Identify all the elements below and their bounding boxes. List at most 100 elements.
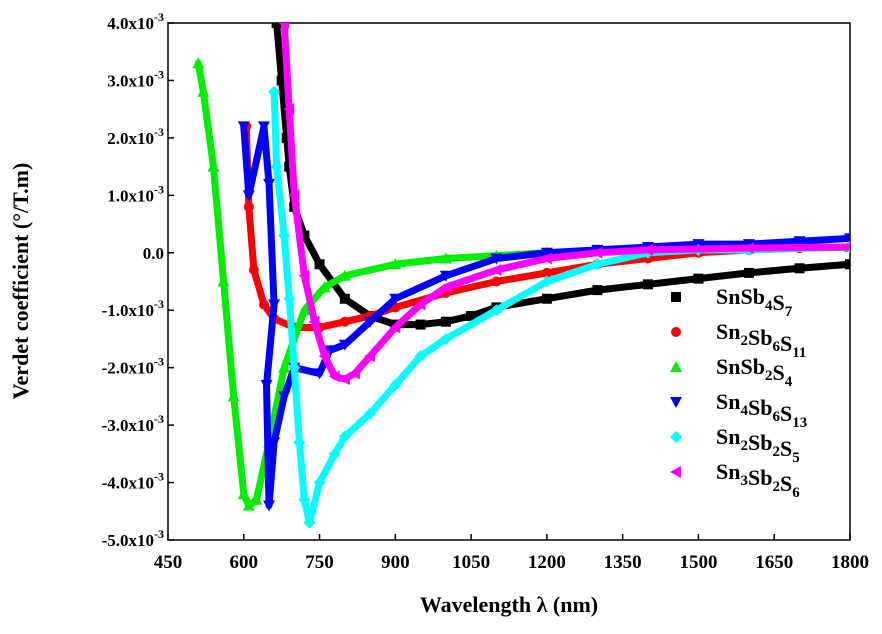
- data-point: [439, 252, 452, 264]
- y-tick-label: -5.0x10-3: [102, 527, 164, 550]
- x-tick-label: 1200: [528, 552, 566, 573]
- legend-marker: [671, 327, 681, 337]
- legend-label: Sn4Sb6S13: [716, 389, 807, 431]
- legend-marker: [670, 397, 682, 408]
- data-point: [314, 259, 325, 270]
- data-point: [742, 242, 754, 255]
- data-point: [490, 304, 503, 317]
- y-tick-label: -4.0x10-3: [102, 470, 164, 493]
- legend-label: Sn2Sb2S5: [716, 424, 800, 466]
- data-point: [257, 121, 270, 133]
- data-point: [323, 345, 336, 357]
- legend-marker: [670, 431, 682, 443]
- data-point: [217, 275, 230, 287]
- data-point: [348, 367, 360, 380]
- x-tick-label: 600: [230, 552, 259, 573]
- data-point: [338, 339, 351, 351]
- data-point: [227, 390, 240, 402]
- legend-marker: [670, 361, 682, 372]
- data-point: [414, 350, 427, 363]
- data-point: [281, 132, 292, 143]
- data-point: [268, 437, 281, 449]
- data-point: [389, 378, 402, 391]
- x-tick-label: 750: [305, 552, 334, 573]
- data-point: [313, 368, 326, 380]
- data-point: [268, 85, 281, 98]
- legend-label: Sn3Sb2S6: [716, 459, 800, 501]
- data-point: [642, 279, 653, 290]
- data-point: [389, 258, 402, 270]
- data-point: [237, 121, 250, 133]
- data-point: [389, 293, 402, 305]
- series-line: [270, 88, 850, 527]
- data-point: [591, 258, 604, 271]
- data-point: [308, 315, 320, 328]
- data-point: [313, 476, 326, 489]
- data-point: [207, 160, 220, 172]
- data-point: [541, 293, 552, 304]
- data-point: [260, 379, 273, 391]
- data-point: [298, 493, 311, 506]
- data-point: [318, 350, 330, 363]
- data-point: [283, 292, 296, 305]
- data-point: [339, 316, 350, 327]
- x-tick-label: 1350: [604, 552, 642, 573]
- x-tick-label: 900: [381, 552, 410, 573]
- data-point: [540, 247, 553, 259]
- data-point: [793, 236, 806, 248]
- data-point: [271, 23, 282, 28]
- data-point: [591, 246, 603, 259]
- x-tick-label: 1800: [831, 552, 869, 573]
- data-point: [466, 310, 477, 321]
- legend-label: SnSb2S4: [716, 354, 793, 390]
- data-point: [844, 243, 850, 251]
- data-point: [283, 103, 295, 116]
- y-tick-label: -1.0x10-3: [102, 297, 164, 320]
- data-point: [364, 407, 377, 420]
- data-point: [439, 281, 451, 294]
- data-point: [242, 190, 255, 202]
- data-point: [491, 276, 502, 287]
- y-tick-label: 1.0x10-3: [107, 182, 164, 205]
- y-tick-label: 0.0: [143, 244, 164, 263]
- data-point: [278, 361, 291, 373]
- data-point: [641, 243, 653, 256]
- y-tick-label: 3.0x10-3: [107, 67, 164, 90]
- legend-label: Sn2Sb6S11: [716, 319, 806, 361]
- data-point: [490, 264, 502, 277]
- data-point: [540, 275, 553, 288]
- x-tick-label: 1050: [452, 552, 490, 573]
- data-point: [440, 316, 451, 327]
- data-point: [278, 23, 290, 29]
- data-point: [268, 299, 281, 311]
- x-tick-label: 1500: [679, 552, 717, 573]
- data-point: [303, 516, 316, 529]
- data-point: [328, 370, 340, 383]
- data-point: [270, 160, 283, 173]
- data-point: [364, 316, 377, 328]
- y-axis-label: Verdet coefficient (°/T.m): [8, 163, 33, 400]
- data-point: [263, 500, 276, 512]
- data-point: [364, 350, 376, 363]
- data-point: [288, 361, 301, 374]
- data-point: [339, 293, 350, 304]
- data-point: [258, 299, 269, 310]
- data-point: [490, 253, 503, 265]
- data-point: [278, 229, 291, 242]
- plot-area: [192, 23, 850, 529]
- data-point: [192, 57, 205, 69]
- data-point: [299, 230, 310, 241]
- data-point: [414, 298, 426, 311]
- data-point: [743, 267, 754, 278]
- data-point: [248, 265, 259, 276]
- legend-label: SnSb4S7: [716, 284, 793, 320]
- y-tick-label: 2.0x10-3: [107, 125, 164, 148]
- data-point: [415, 319, 426, 330]
- data-point: [276, 75, 287, 86]
- data-point: [794, 263, 805, 274]
- data-point: [338, 269, 351, 281]
- data-point: [592, 285, 603, 296]
- data-point: [338, 373, 350, 386]
- data-point: [263, 178, 276, 190]
